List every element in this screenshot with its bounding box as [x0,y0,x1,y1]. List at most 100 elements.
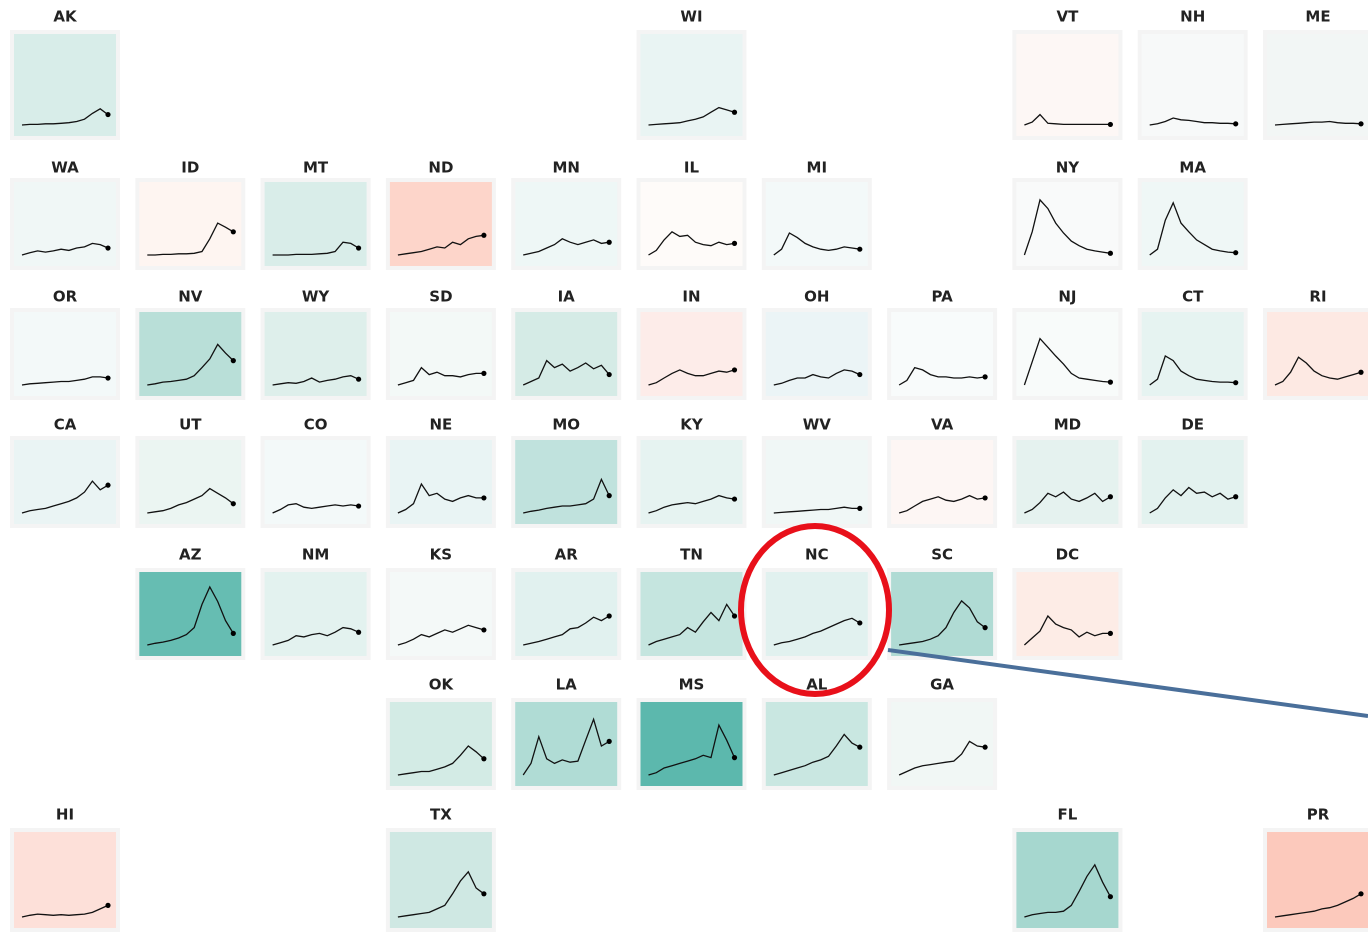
tile [10,30,120,140]
end-dot [1107,379,1113,385]
end-dot [857,505,863,511]
state-label: VT [1056,8,1079,26]
sparkline [1023,337,1111,386]
sparkline [648,369,735,386]
state-label: UT [179,416,202,434]
state-label: MT [303,159,329,177]
tile [636,308,747,400]
state-label: CA [54,416,77,434]
state-label: TX [430,806,452,824]
state-label: RI [1309,288,1326,306]
state-label: WY [302,288,331,306]
state-label: SD [429,288,452,306]
end-dot [481,370,487,376]
sparkline [773,733,861,776]
end-dot [1233,380,1239,386]
end-dot [1358,369,1364,375]
sparkline [898,494,986,514]
end-dot [731,240,738,246]
state-label: OR [53,288,78,306]
state-label: NJ [1058,288,1076,306]
state-label: IL [684,159,700,177]
tile [1012,178,1123,270]
state-label: MI [807,159,828,177]
sparkline [272,626,359,646]
tile [511,568,622,660]
tile [636,436,747,528]
state-label: VA [931,416,954,434]
end-dot [982,625,988,631]
sparkline [272,375,359,386]
end-dot [481,232,487,238]
end-dot [230,358,236,364]
state-label: CO [304,416,328,434]
end-dot [731,755,738,761]
sparkline [773,369,861,386]
tiles: AK WI VT NH ME WA ID MT ND MN IL MI NY MA OR NV WY SD IA IN… [10,8,1368,932]
tile [887,568,998,660]
sparkline [522,717,610,776]
end-dot [481,627,487,633]
end-dot [105,482,111,488]
end-dot [1107,250,1113,256]
sparkline [523,615,610,646]
end-dot [105,111,111,118]
state-label: WA [51,159,79,177]
sparkline [773,617,861,646]
state-label: LA [556,676,578,694]
state-label: AR [555,546,579,564]
tile [887,436,998,528]
sparkline [21,376,109,386]
state-label: NE [429,416,452,434]
sparkline [21,108,109,126]
end-dot [230,630,236,637]
tile [385,568,496,660]
state-label: AZ [179,546,202,564]
state-label: CT [1182,288,1204,306]
state-label: MN [552,159,579,177]
state-label: NV [178,288,203,306]
state-label: DC [1056,546,1079,564]
sparkline [397,624,485,646]
sparkline [523,238,610,256]
tile [511,178,622,270]
sparkline [1023,614,1111,646]
end-dot [230,229,236,235]
end-dot [982,495,988,501]
state-label: OH [804,288,829,306]
pointer-arrow [887,648,1368,718]
sparkline [522,359,610,386]
sparkline [272,503,359,514]
tile [1263,828,1368,932]
tile [511,436,622,528]
end-dot [356,629,362,635]
end-dot [481,891,487,897]
state-label: NY [1056,159,1081,177]
sparkline [523,477,610,514]
tile [1012,436,1123,528]
end-dot [1107,121,1113,128]
tile [10,178,120,270]
end-dot [606,738,612,744]
sparkline [1149,117,1236,126]
sparkline [648,230,735,256]
end-dot [731,109,738,115]
tile [761,308,872,400]
tile [385,178,496,270]
tile [10,308,120,400]
sparkline [397,745,485,776]
sparkline [1149,486,1236,514]
sparkline [397,482,484,514]
sparkline [272,241,359,256]
tile [1263,30,1368,140]
tile [260,308,371,400]
tile [761,568,872,660]
state-label: ME [1305,8,1330,26]
sparkline [1024,113,1111,126]
tile [135,308,246,400]
tile [636,30,747,140]
state-label: KY [680,416,704,434]
tile [511,698,622,790]
tile [1263,308,1368,400]
